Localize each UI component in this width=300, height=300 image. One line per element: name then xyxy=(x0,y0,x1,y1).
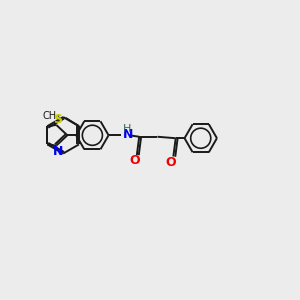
Text: N: N xyxy=(52,145,63,158)
Text: O: O xyxy=(129,154,140,167)
Text: H: H xyxy=(123,124,131,134)
Text: O: O xyxy=(166,156,176,169)
Text: N: N xyxy=(123,128,133,142)
Text: CH₃: CH₃ xyxy=(42,111,60,122)
Text: S: S xyxy=(53,112,62,126)
